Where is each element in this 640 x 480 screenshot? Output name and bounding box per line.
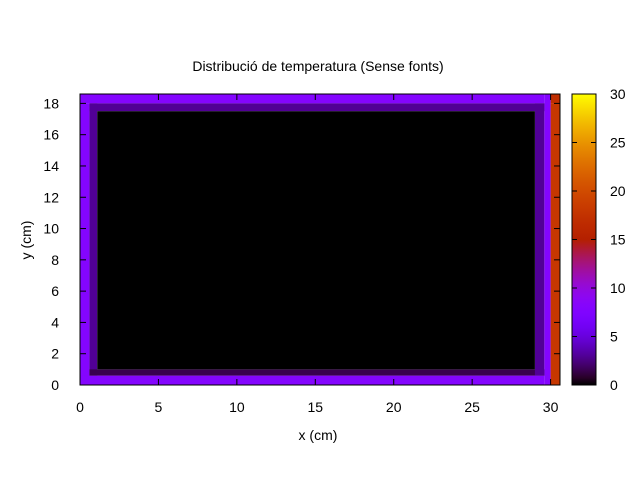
x-tick-label: 5	[155, 399, 163, 415]
heatmap-region-7	[89, 103, 98, 376]
y-tick-label: 0	[51, 377, 59, 393]
colorbar-tick-label: 0	[610, 377, 618, 393]
y-axis-ticks: 0 2 4 6 8 10 12 14 16 18	[43, 95, 560, 393]
y-tick-label: 14	[43, 158, 59, 174]
heatmap-region-3	[550, 103, 560, 386]
colorbar-tick-label: 20	[610, 183, 626, 199]
colorbar-ticks: 0 5 10 15 20 25 30	[572, 86, 626, 393]
colorbar-tick-label: 15	[610, 232, 626, 248]
plot-frame	[79, 93, 561, 386]
y-tick-label: 16	[43, 127, 59, 143]
heatmap-region-10	[97, 111, 535, 370]
y-tick-label: 18	[43, 95, 59, 111]
colorbar-tick-label: 25	[610, 135, 626, 151]
colorbar-tick-label: 10	[610, 280, 626, 296]
y-tick-label: 2	[51, 346, 59, 362]
y-tick-label: 10	[43, 221, 59, 237]
heatmap-region-9	[534, 103, 545, 376]
heatmap-region-6	[89, 103, 545, 112]
heatmap-region-4	[550, 94, 560, 104]
heatmap-region-1	[80, 103, 90, 386]
x-axis-ticks: 0 5 10 15 20 25 30	[76, 94, 559, 415]
x-tick-label: 0	[76, 399, 84, 415]
colorbar-tick-label: 5	[610, 329, 618, 345]
x-axis-label: x (cm)	[299, 427, 338, 443]
heatmap-region-8	[89, 369, 545, 376]
x-tick-label: 15	[308, 399, 324, 415]
x-tick-label: 10	[229, 399, 245, 415]
x-tick-label: 20	[386, 399, 402, 415]
heatmap-region-2	[80, 375, 545, 385]
heatmap-cells	[80, 94, 560, 386]
y-tick-label: 6	[51, 283, 59, 299]
heatmap-region-0	[80, 94, 545, 104]
y-tick-label: 8	[51, 252, 59, 268]
colorbar-tick-label: 30	[610, 86, 626, 102]
y-tick-label: 12	[43, 189, 59, 205]
y-tick-label: 4	[51, 314, 59, 330]
heatmap-region-5	[544, 94, 551, 385]
y-axis-label: y (cm)	[18, 221, 34, 260]
x-tick-label: 25	[464, 399, 480, 415]
chart-title: Distribució de temperatura (Sense fonts)	[192, 58, 443, 74]
x-tick-label: 30	[543, 399, 559, 415]
